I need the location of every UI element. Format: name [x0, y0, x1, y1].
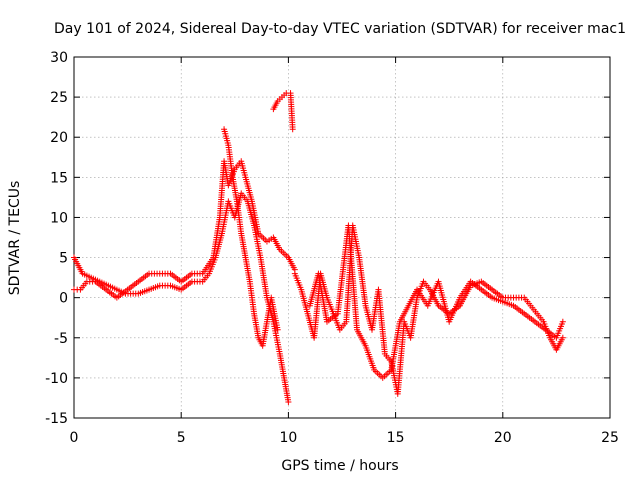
data-point	[559, 318, 566, 325]
x-tick-label: 5	[177, 430, 186, 446]
y-tick-label: 15	[50, 170, 68, 186]
ticks: 0 5 10 15 20 25 -15 -10 -5 0 5 10 15 20 25 30	[45, 50, 619, 446]
data-point	[285, 398, 292, 405]
x-tick-label: 25	[601, 430, 619, 446]
y-tick-label: 20	[50, 130, 68, 146]
y-tick-label: 0	[59, 291, 68, 307]
y-tick-label: -10	[45, 371, 68, 387]
y-tick-label: 10	[50, 210, 68, 226]
x-axis-label: GPS time / hours	[281, 458, 398, 474]
data-point	[274, 326, 281, 333]
y-tick-label: -5	[54, 331, 68, 347]
x-tick-label: 0	[70, 430, 79, 446]
x-tick-label: 15	[387, 430, 405, 446]
chart-title: Day 101 of 2024, Sidereal Day-to-day VTE…	[54, 21, 626, 37]
y-tick-label: 30	[50, 50, 68, 66]
x-tick-label: 10	[279, 430, 297, 446]
data-point	[289, 126, 296, 133]
x-tick-label: 20	[494, 430, 512, 446]
data-point	[559, 334, 566, 341]
y-tick-label: -15	[45, 411, 68, 427]
grid	[74, 57, 610, 418]
y-tick-label: 25	[50, 90, 68, 106]
y-tick-label: 5	[59, 251, 68, 267]
data-marks	[71, 90, 566, 405]
y-axis-label: SDTVAR / TECUs	[7, 181, 23, 296]
plot-frame	[73, 56, 611, 419]
